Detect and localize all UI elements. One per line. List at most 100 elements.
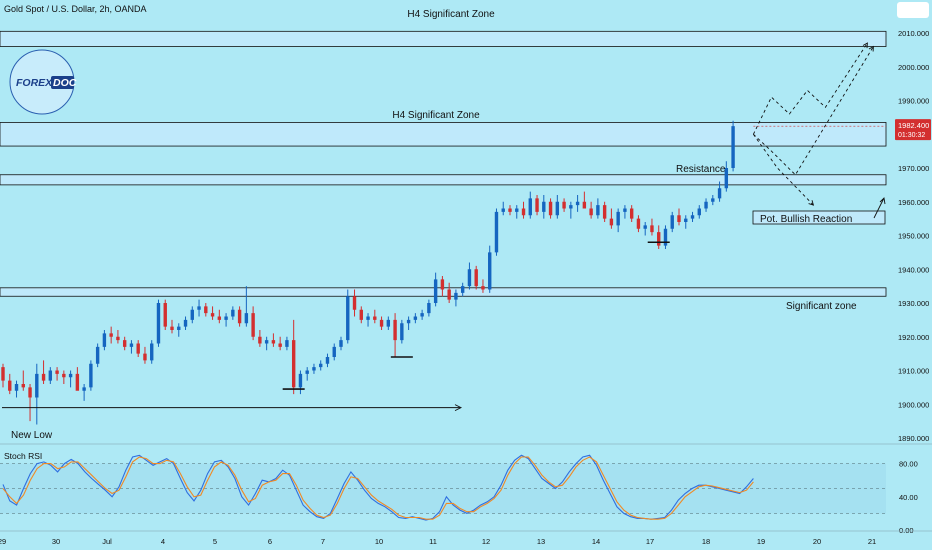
candle-body: [312, 367, 316, 371]
candle-body: [8, 380, 12, 391]
candle-body: [413, 316, 418, 320]
candle-body: [575, 201, 580, 206]
last-price-tag: [895, 119, 931, 141]
x-tick-label: 12: [482, 537, 490, 546]
candle-body: [14, 384, 19, 391]
candle-body: [177, 326, 181, 330]
candle-body: [359, 309, 363, 320]
candle-body: [197, 306, 201, 310]
candle-body: [244, 313, 249, 324]
candle-body: [684, 218, 688, 222]
candle-body: [460, 286, 465, 293]
x-tick-label: 10: [375, 537, 383, 546]
candle-body: [122, 340, 127, 347]
x-tick-label: 11: [429, 537, 437, 546]
candle-body: [332, 346, 336, 357]
candle-body: [109, 333, 113, 337]
candle-body: [447, 289, 451, 300]
candle-body: [373, 316, 377, 320]
rsi-tick-label: 80.00: [899, 460, 918, 469]
candle-body: [163, 303, 167, 327]
projection-arrowhead-path-a: [862, 42, 868, 49]
candle-body: [589, 208, 593, 216]
candle-body: [569, 205, 573, 209]
toolbar-box[interactable]: [897, 2, 929, 18]
candle-body: [650, 225, 654, 233]
price-tick-label: 1900.000: [898, 400, 929, 409]
candle-body: [28, 387, 32, 398]
candle-body: [609, 218, 614, 226]
candle-body: [677, 215, 681, 222]
price-tick-label: 1920.000: [898, 333, 929, 342]
candle-body: [717, 188, 722, 199]
x-tick-label: 4: [161, 537, 165, 546]
chart-title: Gold Spot / U.S. Dollar, 2h, OANDA: [4, 4, 147, 14]
candle-body: [136, 343, 140, 354]
candle-body: [68, 373, 73, 378]
projection-path-c: [753, 134, 814, 206]
price-tick-label: 1990.000: [898, 97, 929, 106]
candle-body: [400, 323, 404, 341]
price-tick-label: 1970.000: [898, 164, 929, 173]
candle-body: [204, 306, 208, 314]
candle-body: [291, 340, 296, 388]
candle-body: [237, 309, 242, 324]
candle-body: [616, 211, 620, 226]
candle-body: [697, 208, 701, 216]
candle-body: [251, 313, 255, 337]
candle-body: [481, 286, 485, 290]
x-tick-label: Jul: [102, 537, 112, 546]
candle-body: [467, 269, 472, 287]
candle-body: [305, 370, 309, 374]
candle-body: [386, 319, 391, 327]
logo-text-a: FOREX: [16, 77, 53, 89]
x-tick-label: 5: [213, 537, 217, 546]
x-tick-label: 19: [757, 537, 765, 546]
candle-body: [1, 367, 5, 381]
zone-rect-2[interactable]: [0, 174, 887, 186]
candle-body: [555, 201, 560, 216]
rsi-tick-label: 40.00: [899, 493, 918, 502]
price-tick-label: 1930.000: [898, 299, 929, 308]
candle-body: [170, 326, 174, 330]
candle-body: [508, 208, 512, 212]
price-tick-label: 2000.000: [898, 63, 929, 72]
candle-body: [636, 218, 641, 229]
candle-body: [724, 168, 729, 189]
new-low-arrowhead: [454, 404, 463, 412]
projection-arrowhead-path-b: [868, 45, 874, 52]
candle-body: [62, 373, 66, 378]
zone-rect-0[interactable]: [0, 30, 887, 47]
bullish-reaction-box[interactable]: [752, 210, 886, 225]
x-tick-label: 20: [813, 537, 821, 546]
candle-body: [657, 232, 661, 246]
candle-body: [129, 343, 134, 347]
candle-body: [21, 384, 25, 388]
candle-body: [278, 343, 282, 347]
candle-body: [629, 208, 634, 219]
rsi-line-0: [2, 454, 754, 521]
candle-body: [102, 333, 107, 347]
projection-arrowhead-path-c: [808, 200, 815, 206]
candle-body: [75, 373, 80, 391]
projection-path-b: [753, 46, 874, 176]
candle-body: [95, 346, 100, 364]
candle-body: [663, 228, 668, 246]
candle-body: [298, 373, 303, 388]
candle-body: [643, 225, 647, 229]
zone-rect-1[interactable]: [0, 122, 887, 147]
price-tick-label: 1960.000: [898, 198, 929, 207]
x-tick-label: 29: [0, 537, 6, 546]
candle-body: [704, 201, 708, 209]
candle-body: [116, 336, 120, 341]
candle-body: [454, 292, 458, 300]
candle-body: [48, 370, 53, 381]
logo-text-b: DOC: [53, 77, 77, 89]
candle-body: [271, 340, 276, 344]
last-price-value: 1982.400: [898, 121, 929, 130]
price-tick-label: 1950.000: [898, 232, 929, 241]
candle-body: [264, 340, 269, 344]
candle-body: [41, 373, 46, 381]
